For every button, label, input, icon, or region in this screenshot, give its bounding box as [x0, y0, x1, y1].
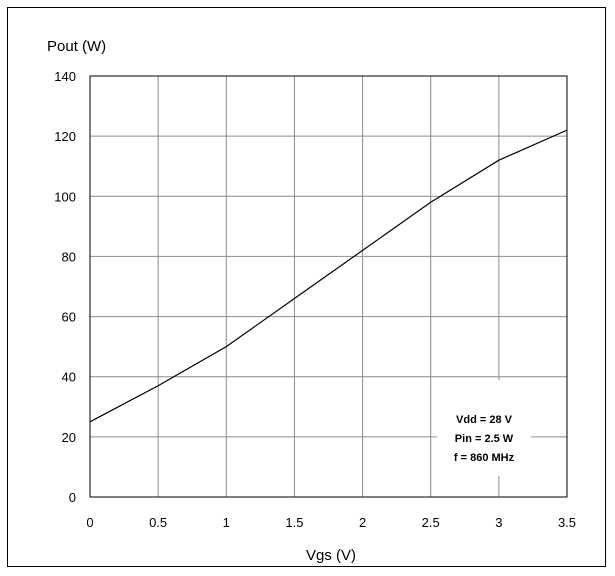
- x-tick-label: 3: [495, 515, 502, 530]
- y-tick-label: 60: [62, 310, 76, 325]
- x-tick-label: 3.5: [558, 515, 576, 530]
- x-tick-label: 0.5: [149, 515, 167, 530]
- annotation-box: [437, 380, 531, 476]
- y-tick-labels: 0 20 40 60 80 100 120 140: [54, 69, 76, 505]
- y-tick-label: 40: [62, 370, 76, 385]
- x-tick-label: 1: [223, 515, 230, 530]
- x-tick-label: 2.5: [422, 515, 440, 530]
- y-tick-label: 20: [62, 430, 76, 445]
- annotation-vdd: Vdd = 28 V: [456, 414, 513, 426]
- y-tick-label: 140: [54, 69, 76, 84]
- x-tick-label: 2: [359, 515, 366, 530]
- y-tick-label: 120: [54, 129, 76, 144]
- annotation-pin: Pin = 2.5 W: [455, 433, 514, 445]
- x-tick-label: 1.5: [285, 515, 303, 530]
- y-tick-label: 0: [69, 490, 76, 505]
- y-axis-title: Pout (W): [47, 38, 106, 55]
- series-group: [89, 129, 568, 423]
- plot-border: [89, 75, 568, 498]
- annotation-freq: f = 860 MHz: [454, 452, 515, 464]
- x-tick-label: 0: [86, 515, 93, 530]
- series-line: [89, 129, 568, 423]
- x-axis-title: Vgs (V): [306, 547, 356, 564]
- y-tick-label: 100: [54, 189, 76, 204]
- y-tick-label: 80: [62, 249, 76, 264]
- x-tick-labels: 0 0.5 1 1.5 2 2.5 3 3.5: [86, 515, 576, 530]
